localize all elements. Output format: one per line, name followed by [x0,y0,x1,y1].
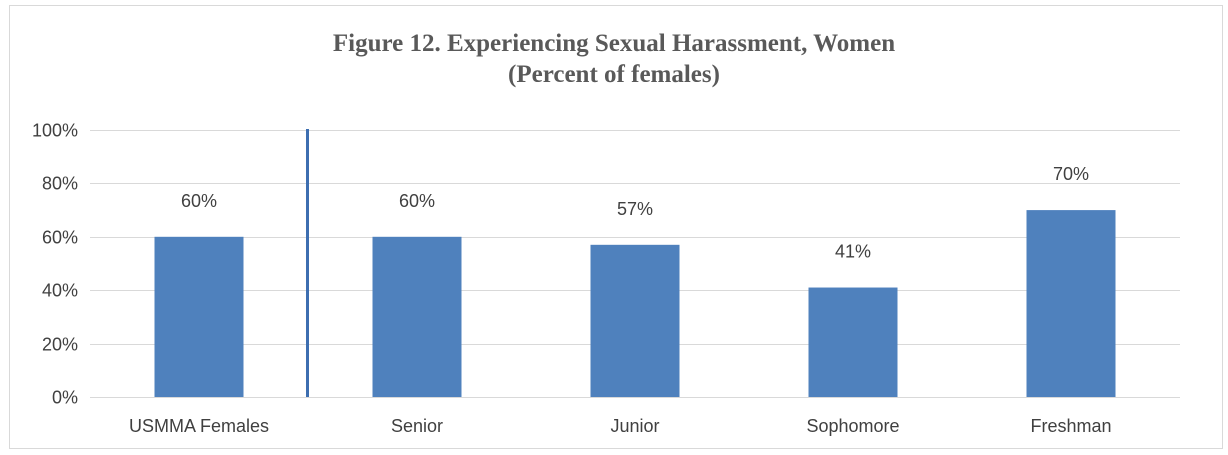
category-labels: USMMA Females Senior Junior Sophomore Freshm… [129,416,1112,436]
data-label: 41% [835,242,871,262]
chart-subtitle: (Percent of females) [508,61,720,88]
chart-title-block: Figure 12. Experiencing Sexual Harassmen… [0,28,1228,90]
data-labels: 60% 60% 57% 41% 70% [181,164,1089,261]
chart-title: Figure 12. Experiencing Sexual Harassmen… [332,30,896,57]
y-tick-label: 20% [42,335,78,355]
bars [154,210,1116,397]
category-label: Junior [610,416,659,436]
category-label: Senior [391,416,443,436]
y-tick-label: 60% [42,228,78,248]
bar [1026,210,1116,397]
bar [808,287,898,397]
category-label: Freshman [1030,416,1111,436]
y-tick-label: 100% [32,121,78,141]
y-tick-label: 80% [42,174,78,194]
data-label: 60% [399,191,435,211]
data-label: 70% [1053,164,1089,184]
y-tick-labels: 0% 20% 40% 60% 80% 100% [32,121,78,408]
bar [590,244,680,397]
y-tick-label: 40% [42,281,78,301]
y-tick-label: 0% [52,388,78,408]
data-label: 60% [181,191,217,211]
data-label: 57% [617,199,653,219]
bar [372,236,462,397]
category-label: Sophomore [806,416,899,436]
bar [154,236,244,397]
category-label: USMMA Females [129,416,269,436]
